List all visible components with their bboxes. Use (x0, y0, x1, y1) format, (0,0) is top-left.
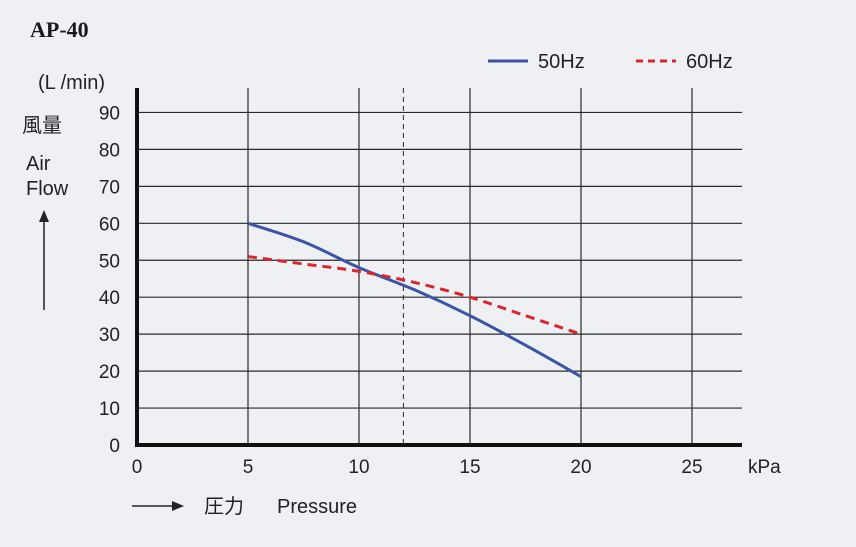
y-tick-label: 70 (99, 177, 120, 198)
y-tick-label: 0 (109, 436, 120, 457)
series-line-50hz (247, 221, 582, 378)
y-axis-label-en-1: Air (26, 153, 51, 175)
series-line-60hz (247, 255, 582, 336)
y-tick-label: 80 (99, 140, 120, 161)
y-tick-label: 60 (99, 214, 120, 235)
x-axis-arrow-icon (132, 501, 184, 511)
legend: 50Hz 60Hz (488, 51, 733, 73)
x-tick-label: 5 (243, 457, 254, 478)
x-tick-label: 20 (570, 457, 591, 478)
x-tick-label: 25 (681, 457, 702, 478)
y-tick-label: 90 (99, 103, 120, 124)
y-tick-label: 30 (99, 325, 120, 346)
legend-label: 50Hz (538, 51, 585, 73)
x-tick-label: 10 (348, 457, 369, 478)
legend-label: 60Hz (686, 51, 733, 73)
y-tick-label: 20 (99, 362, 120, 383)
x-axis-unit: kPa (748, 457, 781, 478)
y-tick-label: 40 (99, 288, 120, 309)
x-axis-label-jp: 圧力 (204, 495, 244, 518)
plot-area: 0 10 20 30 40 50 60 70 80 90 0 5 10 15 20 25 (99, 88, 742, 478)
y-axis-label-en-2: Flow (26, 178, 69, 200)
y-axis-unit: (L /min) (38, 72, 105, 94)
x-tick-label: 15 (459, 457, 480, 478)
y-tick-label: 50 (99, 251, 120, 272)
y-axis-arrow-icon (39, 210, 49, 310)
x-axis-label-en: Pressure (277, 496, 357, 518)
x-tick-label: 0 (132, 457, 143, 478)
y-tick-label: 10 (99, 399, 120, 420)
chart-title: AP-40 (30, 17, 89, 42)
y-axis-label-jp: 風量 (22, 115, 62, 137)
